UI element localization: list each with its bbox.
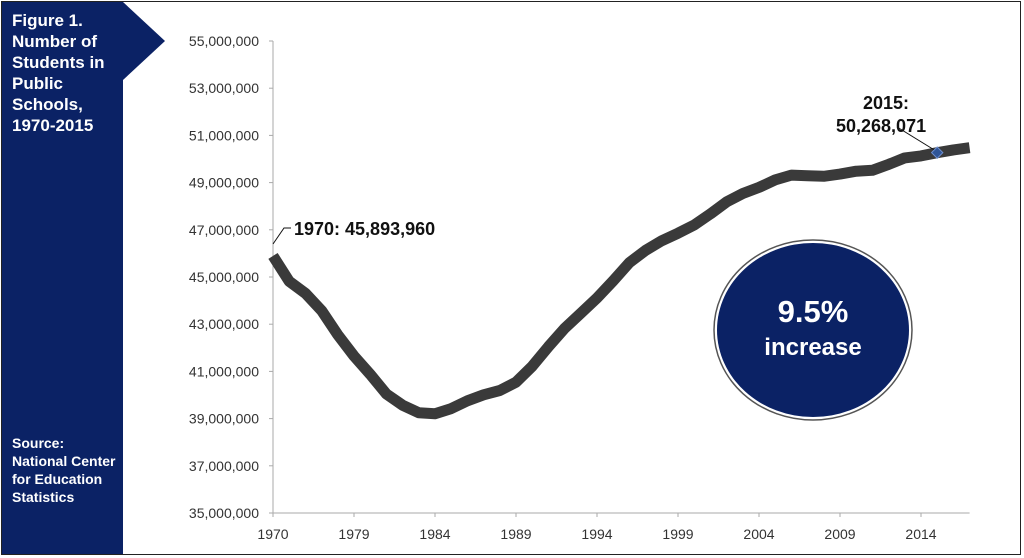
y-tick-label: 43,000,000 <box>189 316 259 332</box>
increase-circle <box>717 243 909 417</box>
start-annotation: 1970: 45,893,960 <box>294 219 435 239</box>
source-note: Source: National Center for Education St… <box>12 435 116 505</box>
figure-title: Figure 1. Number of Students in Public S… <box>12 11 105 135</box>
y-tick-label: 35,000,000 <box>189 505 259 521</box>
series-line <box>268 142 971 420</box>
y-tick-label: 47,000,000 <box>189 222 259 238</box>
x-axis: 1970 1979 1984 1989 1994 1999 2004 2009 2014 <box>257 512 970 542</box>
y-tick-label: 53,000,000 <box>189 80 259 96</box>
title-arrow <box>123 2 165 80</box>
x-tick-label: 1984 <box>419 526 450 542</box>
y-tick-label: 51,000,000 <box>189 127 259 143</box>
y-axis: 35,000,000 37,000,000 39,000,000 41,000,000… <box>189 33 274 521</box>
y-tick-label: 41,000,000 <box>189 363 259 379</box>
x-tick-label: 1979 <box>338 526 369 542</box>
x-tick-label: 1989 <box>500 526 531 542</box>
end-annotation-year: 2015: <box>863 93 909 113</box>
x-tick-label: 1999 <box>662 526 693 542</box>
end-leader-line <box>896 126 937 152</box>
x-tick-label: 1994 <box>581 526 612 542</box>
increase-percent: 9.5% <box>778 294 849 329</box>
end-annotation-value: 50,268,071 <box>836 116 926 136</box>
x-tick-label: 1970 <box>257 526 288 542</box>
start-leader-line <box>272 227 291 245</box>
sidebar-panel: Figure 1. Number of Students in Public S… <box>2 2 123 554</box>
y-tick-label: 45,000,000 <box>189 269 259 285</box>
x-tick-label: 2009 <box>824 526 855 542</box>
increase-label: increase <box>764 334 861 361</box>
x-tick-label: 2014 <box>905 526 936 542</box>
y-tick-label: 49,000,000 <box>189 175 259 191</box>
y-tick-label: 55,000,000 <box>189 33 259 49</box>
2015-marker <box>930 146 944 160</box>
x-tick-label: 2004 <box>743 526 774 542</box>
y-tick-label: 39,000,000 <box>189 411 259 427</box>
y-tick-label: 37,000,000 <box>189 458 259 474</box>
